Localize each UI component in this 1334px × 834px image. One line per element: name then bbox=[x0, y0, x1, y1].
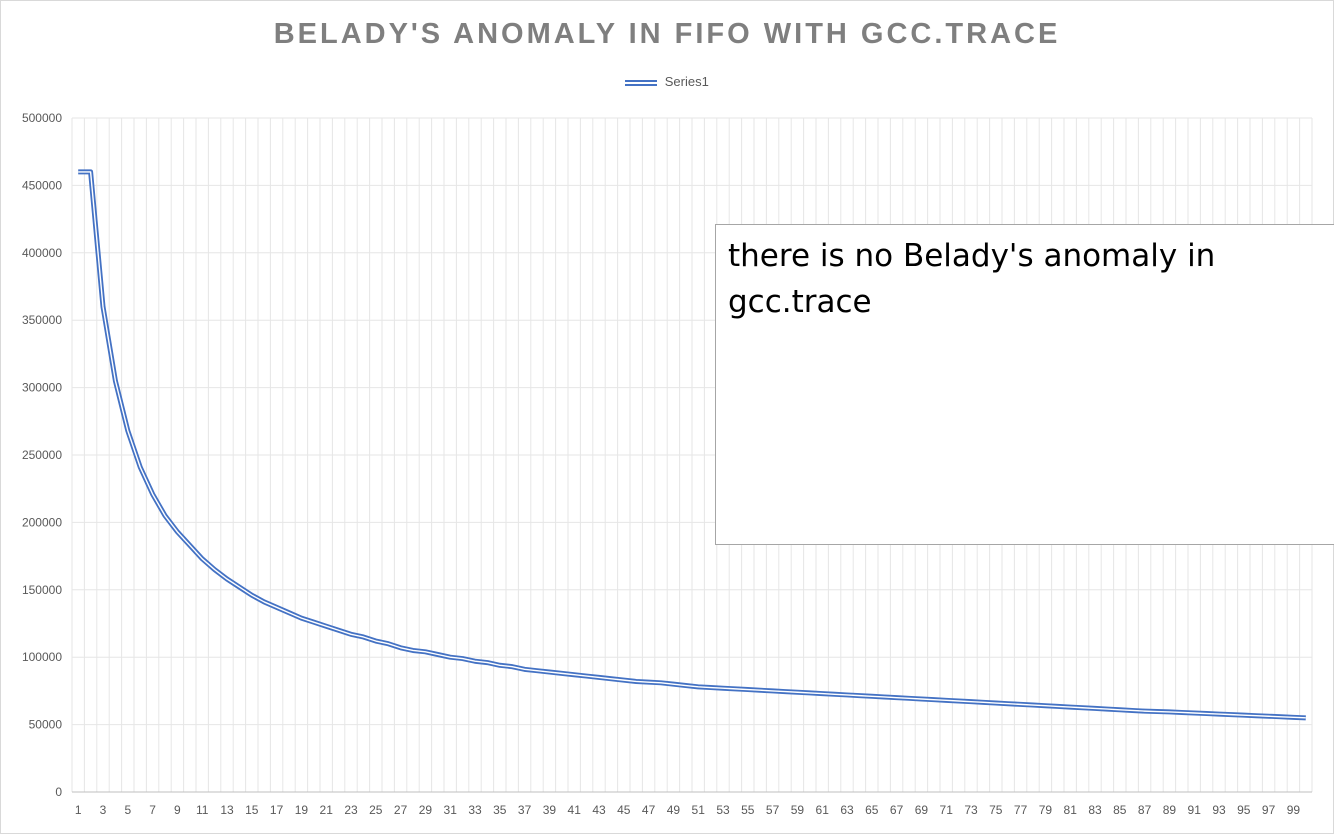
y-tick-label: 400000 bbox=[22, 246, 62, 260]
x-tick-label: 49 bbox=[667, 803, 681, 817]
x-tick-label: 35 bbox=[493, 803, 507, 817]
y-tick-label: 500000 bbox=[22, 111, 62, 125]
x-tick-label: 39 bbox=[543, 803, 557, 817]
x-axis-labels: 1 3 5 7 9 11 13 15 17 19 21 23 25 27 29 31 33 35 37 39 41 43 4… bbox=[75, 803, 1301, 817]
annotation-line-1: there is no Belady's anomaly in bbox=[728, 238, 1216, 274]
x-tick-label: 5 bbox=[124, 803, 131, 817]
x-tick-label: 91 bbox=[1188, 803, 1202, 817]
x-tick-label: 75 bbox=[989, 803, 1003, 817]
x-tick-label: 65 bbox=[865, 803, 879, 817]
x-tick-label: 7 bbox=[149, 803, 156, 817]
x-tick-label: 41 bbox=[568, 803, 582, 817]
x-tick-label: 57 bbox=[766, 803, 780, 817]
x-tick-label: 63 bbox=[840, 803, 854, 817]
x-tick-label: 93 bbox=[1212, 803, 1226, 817]
x-tick-label: 29 bbox=[419, 803, 433, 817]
x-tick-label: 89 bbox=[1163, 803, 1177, 817]
x-tick-label: 81 bbox=[1064, 803, 1078, 817]
y-tick-label: 0 bbox=[55, 785, 62, 799]
x-tick-label: 37 bbox=[518, 803, 532, 817]
x-tick-label: 19 bbox=[295, 803, 309, 817]
x-tick-label: 33 bbox=[468, 803, 482, 817]
x-tick-label: 27 bbox=[394, 803, 408, 817]
y-tick-label: 50000 bbox=[29, 718, 63, 732]
x-tick-label: 83 bbox=[1088, 803, 1102, 817]
x-tick-label: 17 bbox=[270, 803, 284, 817]
x-tick-label: 97 bbox=[1262, 803, 1276, 817]
x-tick-label: 55 bbox=[741, 803, 755, 817]
series-line-core-1 bbox=[78, 171, 1306, 719]
y-tick-label: 350000 bbox=[22, 313, 62, 327]
y-tick-label: 100000 bbox=[22, 650, 62, 664]
x-tick-label: 25 bbox=[369, 803, 383, 817]
x-tick-label: 11 bbox=[196, 803, 209, 817]
y-tick-label: 150000 bbox=[22, 583, 62, 597]
y-tick-label: 300000 bbox=[22, 381, 62, 395]
x-tick-label: 21 bbox=[320, 803, 334, 817]
x-tick-label: 13 bbox=[220, 803, 234, 817]
y-tick-label: 250000 bbox=[22, 448, 62, 462]
x-tick-label: 77 bbox=[1014, 803, 1028, 817]
x-tick-label: 45 bbox=[617, 803, 631, 817]
x-tick-label: 31 bbox=[444, 803, 458, 817]
x-tick-label: 3 bbox=[100, 803, 107, 817]
x-tick-label: 61 bbox=[816, 803, 830, 817]
series-lines bbox=[78, 169, 1306, 721]
y-tick-label: 200000 bbox=[22, 515, 62, 529]
legend: Series1 bbox=[0, 74, 1334, 89]
x-tick-label: 87 bbox=[1138, 803, 1152, 817]
x-tick-label: 85 bbox=[1113, 803, 1127, 817]
x-tick-label: 23 bbox=[344, 803, 358, 817]
y-axis-labels: 0 50000 100000 150000 200000 250000 300000 3500… bbox=[22, 111, 62, 799]
x-tick-label: 53 bbox=[716, 803, 730, 817]
chart-title: BELADY'S ANOMALY IN FIFO WITH GCC.TRACE bbox=[273, 18, 1061, 50]
x-tick-label: 1 bbox=[75, 803, 82, 817]
x-tick-label: 67 bbox=[890, 803, 904, 817]
x-tick-label: 95 bbox=[1237, 803, 1251, 817]
x-tick-label: 43 bbox=[592, 803, 606, 817]
x-tick-label: 9 bbox=[174, 803, 181, 817]
x-tick-label: 59 bbox=[791, 803, 805, 817]
x-tick-label: 99 bbox=[1287, 803, 1301, 817]
legend-swatch-series1 bbox=[625, 79, 658, 86]
x-tick-label: 69 bbox=[915, 803, 929, 817]
x-tick-label: 47 bbox=[642, 803, 656, 817]
x-tick-label: 79 bbox=[1039, 803, 1053, 817]
x-tick-label: 15 bbox=[245, 803, 259, 817]
annotation-line-2: gcc.trace bbox=[728, 284, 872, 320]
y-tick-label: 450000 bbox=[22, 178, 62, 192]
x-tick-label: 51 bbox=[692, 803, 706, 817]
annotation-textbox: there is no Belady's anomaly in gcc.trac… bbox=[715, 224, 1334, 545]
x-tick-label: 73 bbox=[964, 803, 978, 817]
legend-label-series1: Series1 bbox=[664, 74, 709, 89]
x-tick-label: 71 bbox=[940, 803, 954, 817]
